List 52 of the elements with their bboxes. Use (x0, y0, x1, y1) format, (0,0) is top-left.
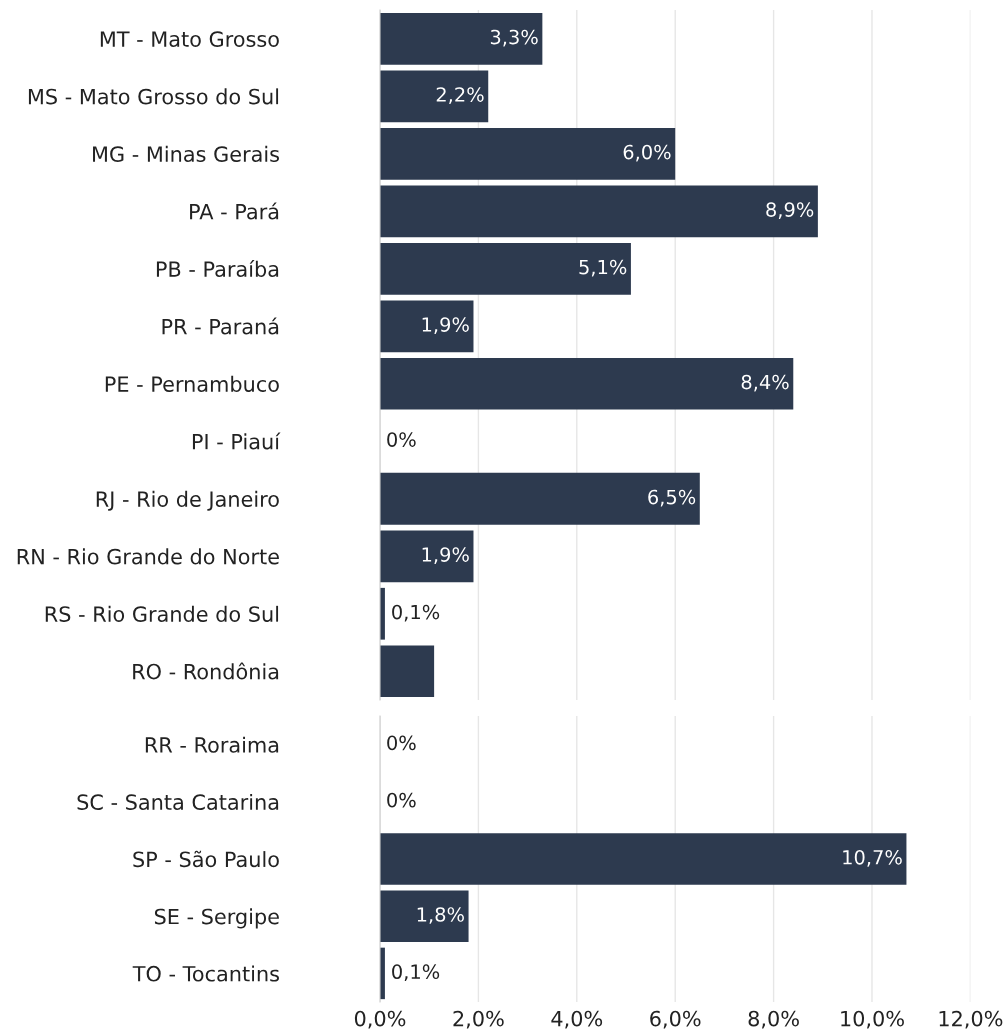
y-tick-label: MS - Mato Grosso do Sul (28, 88, 279, 105)
x-tick-label: 0,0% (354, 1010, 406, 1029)
y-tick-label: PB - Paraíba (156, 260, 279, 277)
y-tick-label: PA - Pará (190, 202, 279, 220)
y-tick-label: RO - Rondônia (133, 662, 279, 680)
data-label: 8,9% (766, 202, 814, 219)
bar (380, 833, 907, 885)
bar (380, 890, 469, 942)
y-tick-label: MG - Minas Gerais (93, 145, 279, 162)
y-tick-label: PR - Paraná (162, 317, 279, 335)
y-tick-label: PI - Piauí (192, 432, 281, 450)
data-label: 5,1% (579, 259, 627, 277)
y-tick-label: SE - Sergipe (154, 908, 279, 929)
y-tick-label: SC - Santa Catarina (77, 793, 279, 811)
bar (380, 530, 474, 583)
x-tick-label: 12,0% (939, 1010, 1003, 1029)
x-tick-label: 6,0% (650, 1010, 701, 1029)
y-tick-label: RR - Roraima (145, 736, 279, 753)
data-label: 6,0% (623, 144, 671, 162)
data-label: 3,3% (490, 29, 538, 47)
data-label: 8,4% (741, 374, 789, 392)
x-tick-label: 8,0% (748, 1010, 799, 1029)
data-label: 0% (387, 792, 416, 808)
y-tick-label: PE - Pernambuco (105, 375, 279, 392)
bar (380, 127, 676, 180)
y-tick-label: RS - Rio Grande do Sul (45, 605, 279, 622)
bar (380, 300, 474, 353)
bar (380, 645, 435, 698)
bar (380, 185, 818, 238)
bar (380, 242, 631, 295)
bar (380, 357, 794, 410)
data-label: 0,1% (392, 604, 440, 622)
y-tick-label: MT - Mato Grosso (100, 31, 279, 47)
x-tick-label: 4,0% (551, 1010, 603, 1029)
bar (380, 70, 489, 123)
data-label: 6,5% (648, 489, 696, 507)
data-label: 10,7% (843, 849, 902, 867)
x-tick-label: 2,0% (453, 1010, 504, 1029)
bar (380, 472, 700, 525)
y-tick-label: RJ - Rio de Janeiro (96, 490, 279, 511)
bar (380, 12, 543, 65)
data-label: 1,9% (422, 317, 469, 334)
data-label: 0% (387, 735, 416, 751)
y-tick-label: TO - Tocantins (132, 965, 279, 982)
data-label: 1,9% (422, 547, 469, 564)
data-label: 2,2% (436, 87, 484, 104)
x-tick-label: 10,0% (841, 1010, 904, 1029)
y-tick-label: RN - Rio Grande do Norte (17, 548, 279, 565)
data-label: 1,8% (417, 907, 464, 924)
data-label: 0% (387, 432, 416, 447)
y-tick-label: SP - São Paulo (133, 850, 279, 868)
data-label: 0,1% (392, 964, 440, 982)
